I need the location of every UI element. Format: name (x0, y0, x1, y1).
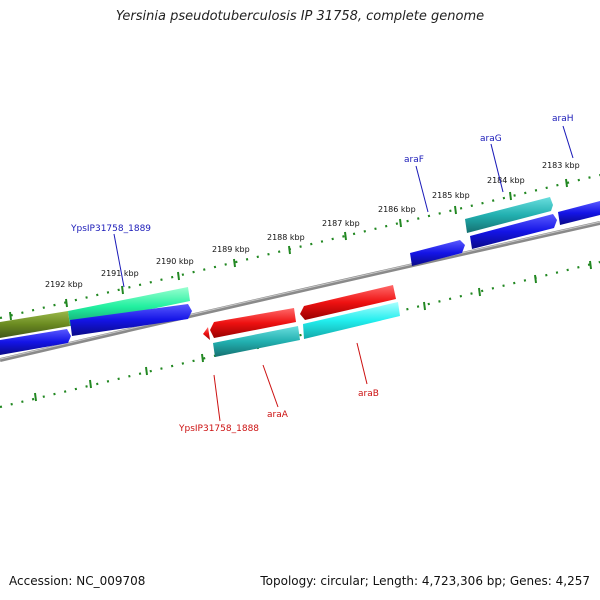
gene-araA[interactable] (210, 308, 296, 338)
gene-araH[interactable] (558, 201, 600, 225)
major-tick (344, 231, 347, 241)
scale-label: 2183 kbp (542, 161, 580, 170)
major-tick (177, 271, 180, 281)
major-tick (145, 366, 148, 376)
map-title: Yersinia pseudotuberculosis IP 31758, co… (115, 9, 485, 24)
major-tick (423, 301, 426, 311)
major-tick (454, 205, 457, 215)
gene-label-araB: araB (358, 389, 379, 399)
genome-backbone-highlight (0, 221, 600, 360)
scale-track-lower (0, 260, 600, 409)
gene-label-ypsip31758-1889: YpsIP31758_1889 (70, 224, 151, 234)
scale-label: 2190 kbp (156, 257, 194, 266)
gene-ypsip31758-1888[interactable] (203, 327, 210, 340)
leader-line-ypsip31758-1888 (213, 374, 221, 422)
major-tick (233, 258, 236, 268)
gene-araB[interactable] (300, 285, 396, 320)
genome-backbone (0, 221, 600, 362)
gene-label-araG: araG (480, 134, 502, 144)
gene-forward-inner-1 (470, 214, 557, 249)
leader-line-araF (415, 165, 429, 213)
gene-forward-inner-2 (70, 304, 192, 336)
scale-major-ticks (9, 178, 568, 321)
gene-label-araH: araH (552, 114, 574, 124)
gene-araF[interactable] (410, 240, 465, 266)
leader-line-araA (262, 364, 279, 408)
gene-reverse-outer-cyan (303, 302, 400, 339)
accession-text: Accession: NC_009708 (9, 574, 146, 588)
scale-label: 2191 kbp (101, 269, 139, 278)
major-tick (399, 218, 402, 228)
gene-upstream-olive (0, 311, 70, 338)
scale-label: 2192 kbp (45, 280, 83, 289)
scale-label: 2185 kbp (432, 191, 470, 200)
gene-label-ypsip31758-1888: YpsIP31758_1888 (178, 424, 259, 434)
gene-label-araA: araA (267, 410, 289, 420)
scale-label: 2184 kbp (487, 176, 525, 185)
major-tick (565, 178, 568, 188)
major-tick (509, 191, 512, 201)
major-tick (201, 353, 204, 363)
scale-label: 2187 kbp (322, 219, 360, 228)
major-tick (34, 392, 37, 402)
scale-label: 2186 kbp (378, 205, 416, 214)
scale-label: 2188 kbp (267, 233, 305, 242)
scale-track-upper (0, 173, 600, 320)
major-tick (121, 285, 124, 295)
major-tick (65, 298, 68, 308)
leader-line-araH (562, 125, 574, 159)
major-tick (288, 245, 291, 255)
major-tick (534, 274, 537, 284)
major-tick (89, 379, 92, 389)
major-tick (478, 287, 481, 297)
leader-line-araG (490, 143, 504, 193)
genome-summary-text: Topology: circular; Length: 4,723,306 bp… (260, 574, 590, 588)
scale-label: 2189 kbp (212, 245, 250, 254)
major-tick (589, 260, 592, 270)
leader-line-ypsip31758-1889 (113, 233, 125, 288)
gene-label-araF: araF (404, 155, 424, 165)
gene-reverse-outer-teal (213, 326, 300, 357)
major-tick (9, 311, 12, 321)
leader-line-araB (356, 342, 368, 385)
gene-forward-inner-3 (0, 329, 71, 355)
gene-araG[interactable] (465, 197, 553, 233)
